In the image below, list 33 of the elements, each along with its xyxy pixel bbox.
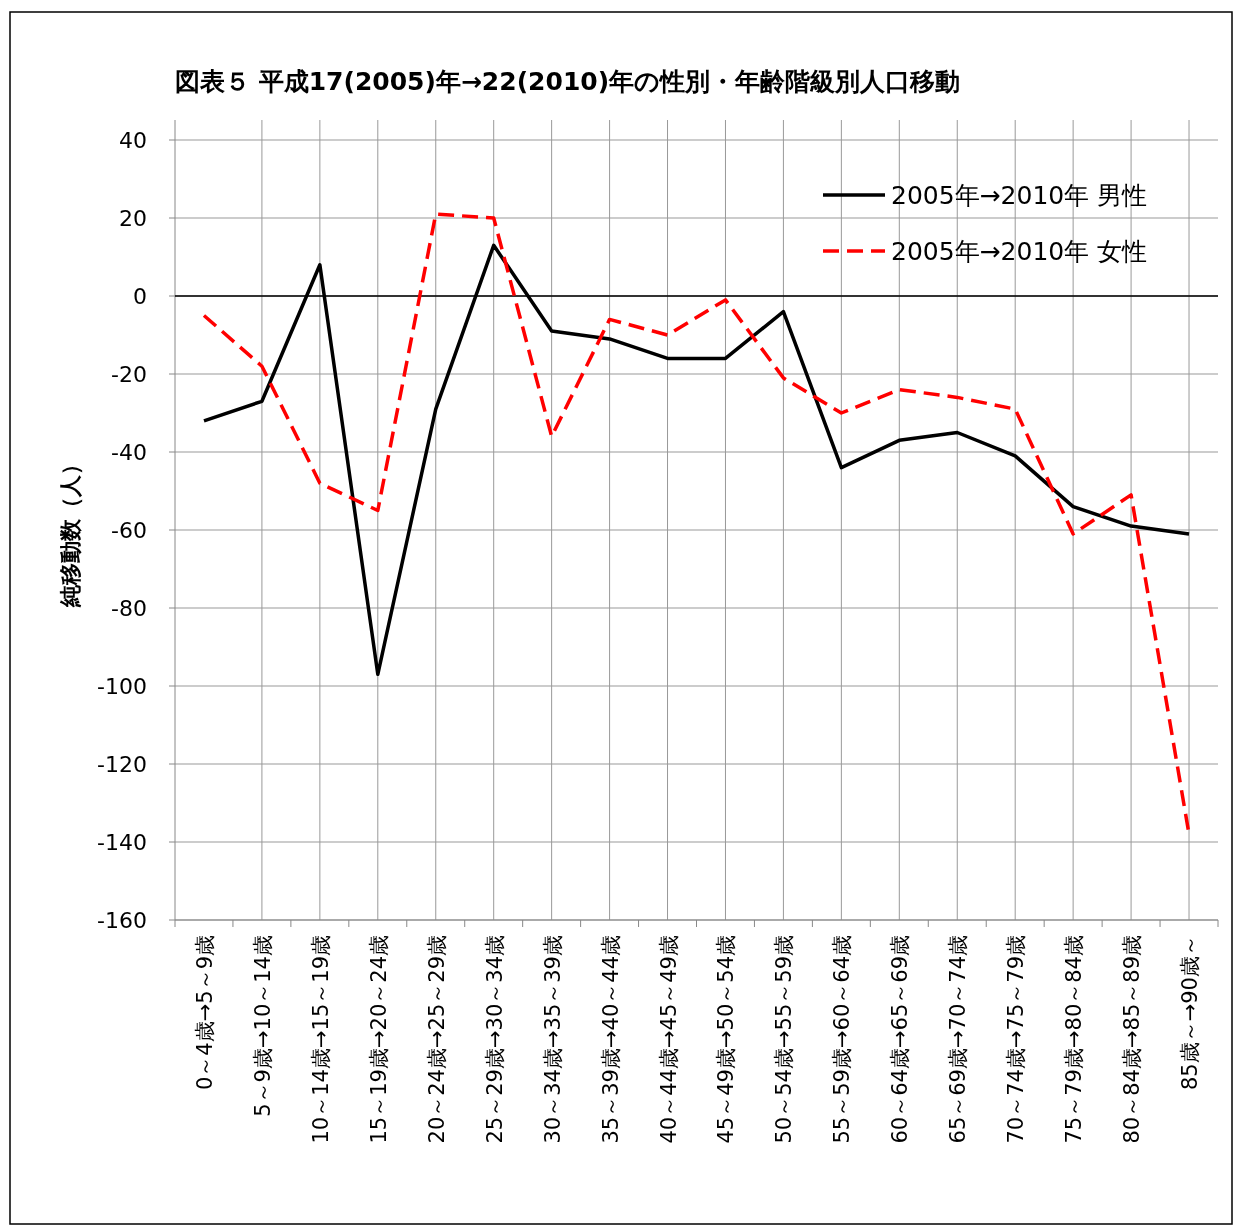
x-tick-label: 50～54歳→55～59歳 <box>772 935 797 1144</box>
y-tick-label: -80 <box>111 596 147 621</box>
legend-label: 2005年→2010年 女性 <box>891 237 1148 266</box>
x-tick-label: 55～59歳→60～64歳 <box>830 935 855 1144</box>
y-tick-label: -160 <box>97 908 147 933</box>
y-tick-label: 20 <box>119 206 147 231</box>
x-tick-label: 75～79歳→80～84歳 <box>1062 935 1087 1144</box>
x-tick-label: 70～74歳→75～79歳 <box>1004 935 1029 1144</box>
x-tick-label: 80～84歳→85～89歳 <box>1120 935 1145 1144</box>
x-tick-label: 85歳～→90歳～ <box>1178 935 1203 1091</box>
x-tick-label: 35～39歳→40～44歳 <box>598 935 623 1144</box>
y-tick-label: -40 <box>111 440 147 465</box>
x-tick-label: 0～4歳→5～9歳 <box>192 935 217 1091</box>
y-tick-label: -140 <box>97 830 147 855</box>
x-tick-label: 25～29歳→30～34歳 <box>482 935 507 1144</box>
y-axis-title: 純移動数（人） <box>58 453 83 608</box>
y-tick-label: -20 <box>111 362 147 387</box>
chart-title: 図表５ 平成17(2005)年→22(2010)年の性別・年齢階級別人口移動 <box>175 67 961 96</box>
y-tick-label: -100 <box>97 674 147 699</box>
x-tick-label: 10～14歳→15～19歳 <box>308 935 333 1144</box>
y-tick-label: 0 <box>133 284 147 309</box>
x-tick-label: 15～19歳→20～24歳 <box>366 935 391 1144</box>
x-tick-label: 20～24歳→25～29歳 <box>424 935 449 1144</box>
y-tick-label: -60 <box>111 518 147 543</box>
x-tick-label: 5～9歳→10～14歳 <box>250 935 275 1117</box>
y-tick-label: 40 <box>119 128 147 153</box>
x-tick-label: 65～69歳→70～74歳 <box>946 935 971 1144</box>
x-tick-label: 30～34歳→35～39歳 <box>540 935 565 1144</box>
legend-label: 2005年→2010年 男性 <box>891 181 1148 210</box>
x-tick-label: 40～44歳→45～49歳 <box>656 935 681 1144</box>
y-tick-label: -120 <box>97 752 147 777</box>
x-tick-label: 45～49歳→50～54歳 <box>714 935 739 1144</box>
x-tick-label: 60～64歳→65～69歳 <box>888 935 913 1144</box>
